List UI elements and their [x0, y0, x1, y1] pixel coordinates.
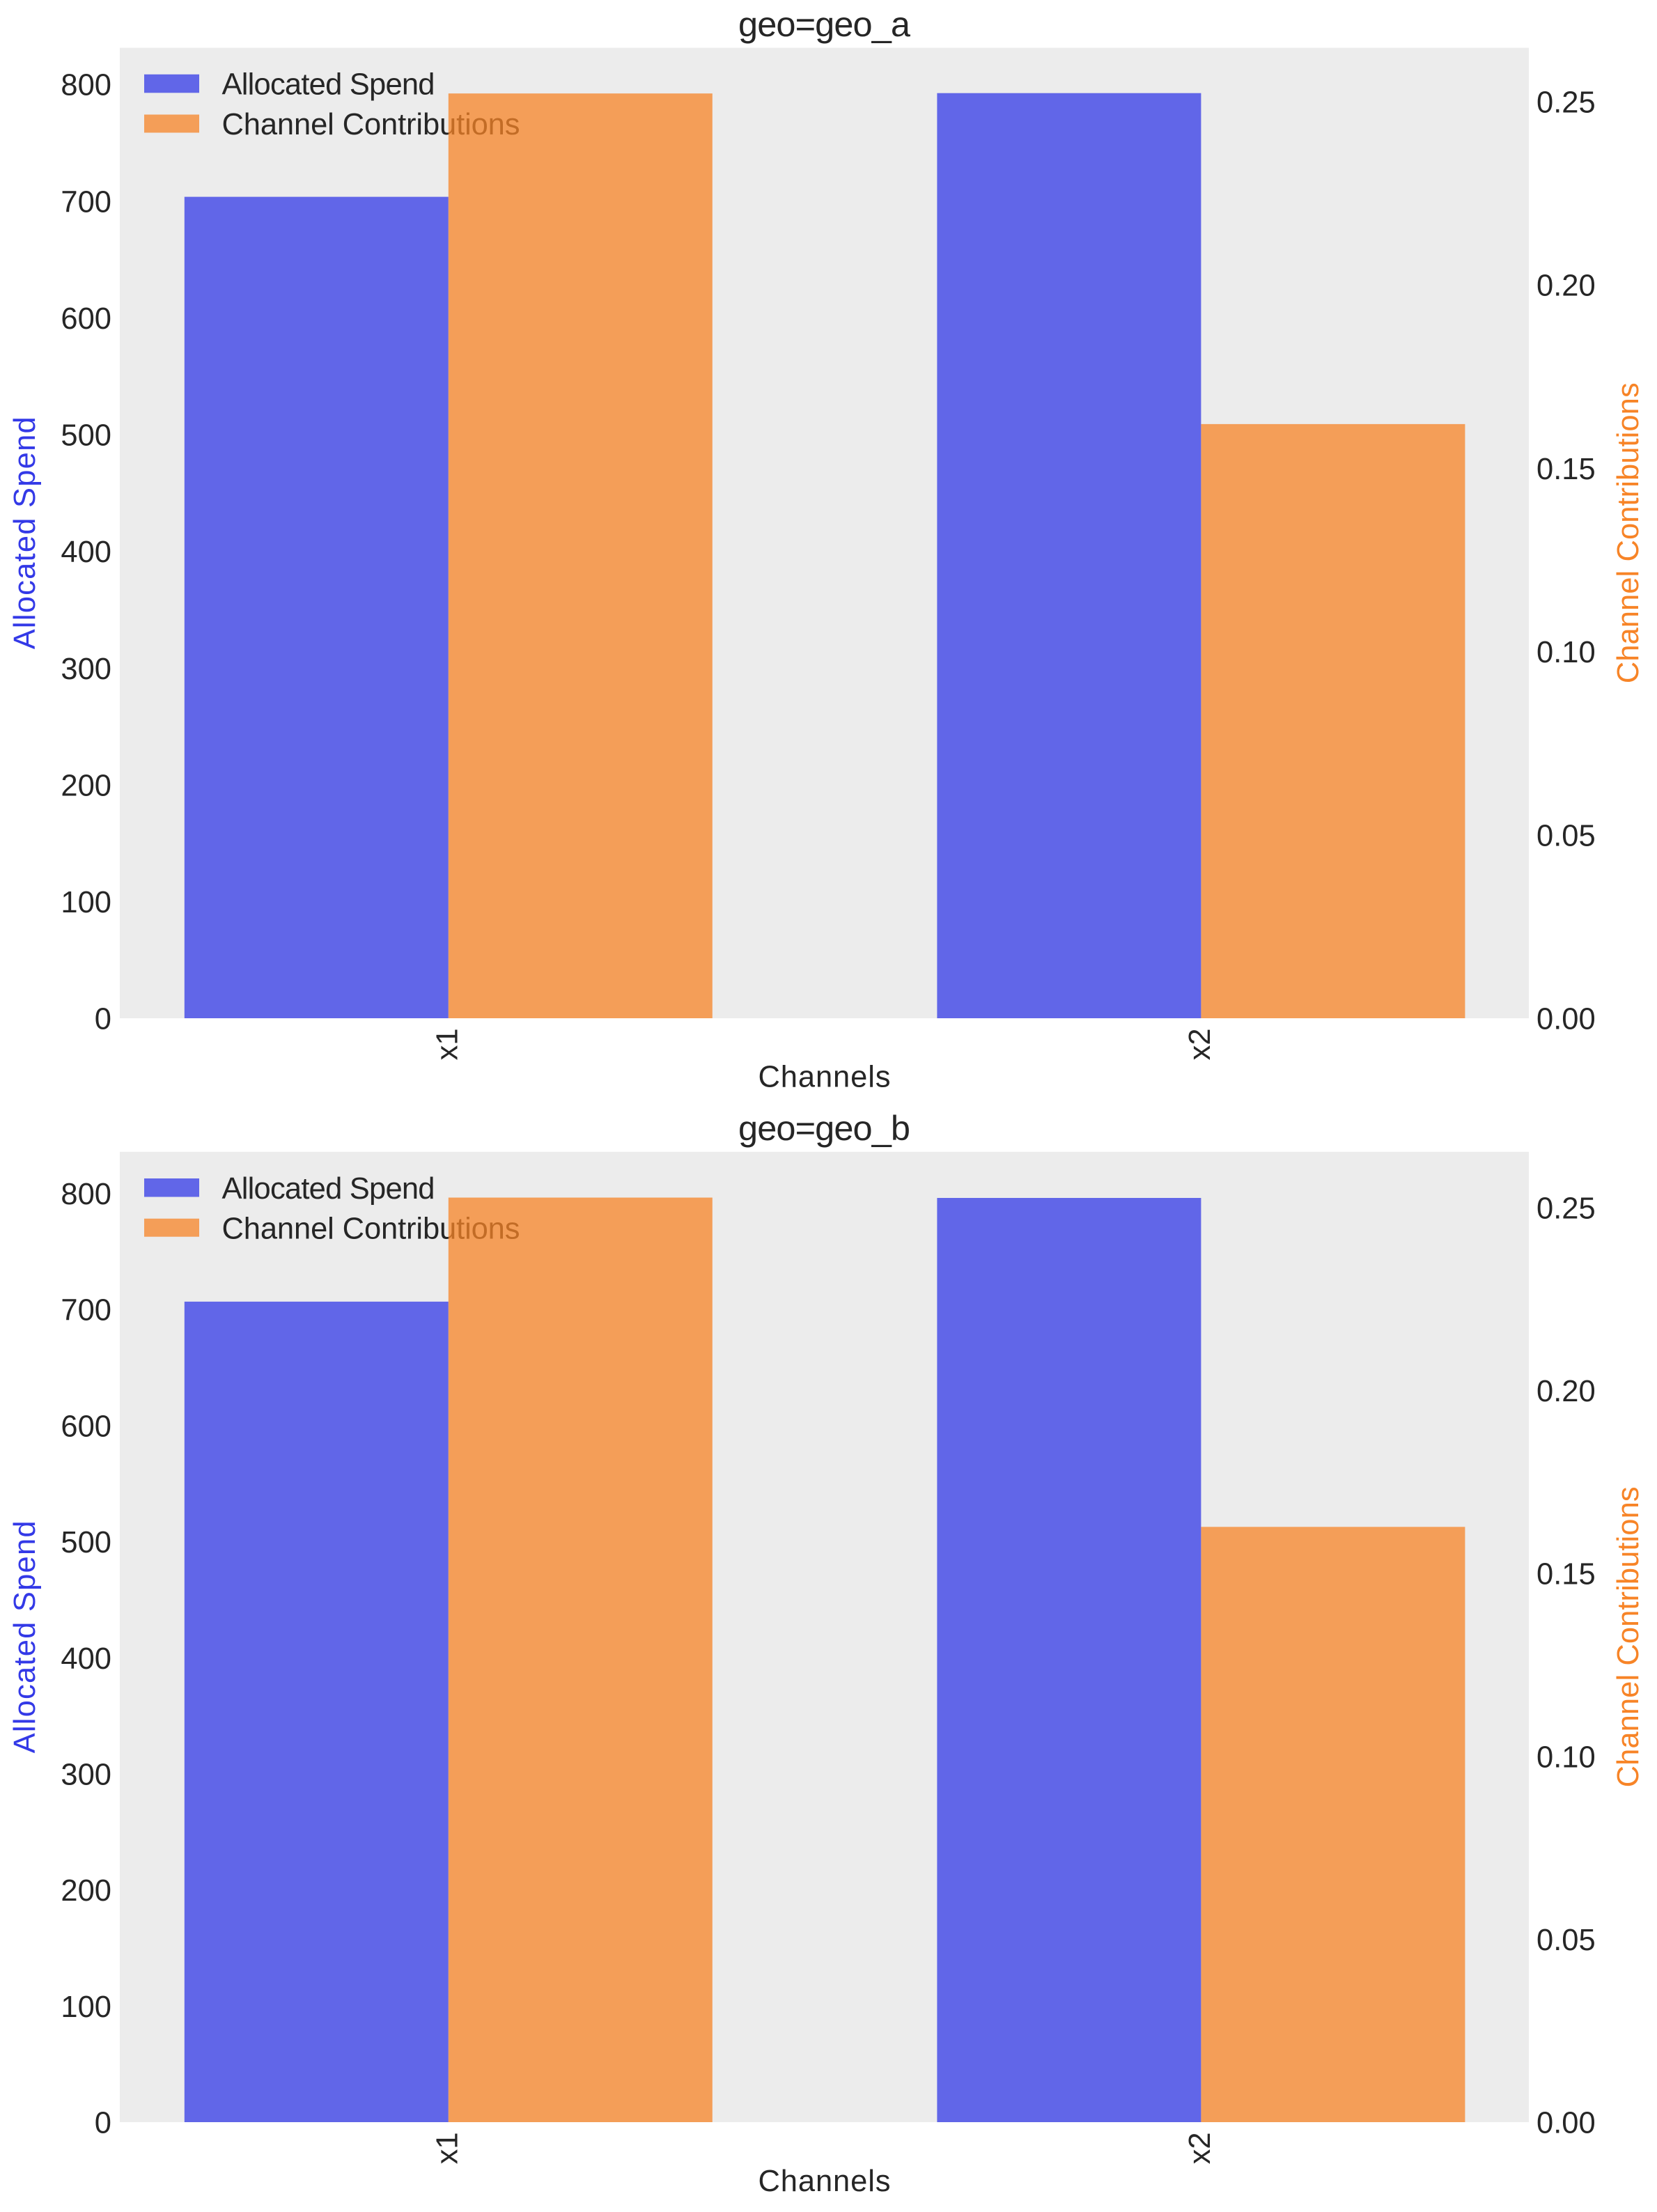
svg-text:400: 400: [61, 1642, 111, 1676]
svg-text:Channels: Channels: [759, 2165, 891, 2198]
svg-text:600: 600: [61, 302, 111, 336]
svg-text:200: 200: [61, 1874, 111, 1908]
svg-text:Channels: Channels: [759, 1061, 891, 1094]
svg-text:0.00: 0.00: [1537, 1003, 1596, 1036]
svg-text:geo=geo_b: geo=geo_b: [738, 1108, 910, 1148]
svg-text:800: 800: [61, 1178, 111, 1211]
svg-text:Allocated Spend: Allocated Spend: [222, 1172, 435, 1206]
svg-text:x1: x1: [430, 1028, 464, 1060]
svg-text:x2: x2: [1183, 1028, 1217, 1060]
svg-text:0: 0: [95, 2107, 111, 2140]
svg-text:0.00: 0.00: [1537, 2107, 1596, 2140]
svg-text:300: 300: [61, 653, 111, 686]
svg-text:0.20: 0.20: [1537, 270, 1596, 303]
svg-text:Allocated Spend: Allocated Spend: [8, 416, 42, 649]
svg-text:800: 800: [61, 69, 111, 102]
svg-text:0.25: 0.25: [1537, 86, 1596, 119]
svg-text:300: 300: [61, 1759, 111, 1792]
svg-text:0.10: 0.10: [1537, 636, 1596, 669]
svg-text:700: 700: [61, 1294, 111, 1327]
svg-text:x1: x1: [430, 2132, 464, 2164]
svg-text:500: 500: [61, 419, 111, 453]
svg-text:200: 200: [61, 769, 111, 802]
svg-text:Channel Contributions: Channel Contributions: [1612, 1486, 1645, 1787]
svg-text:0.25: 0.25: [1537, 1192, 1596, 1225]
svg-text:Allocated Spend: Allocated Spend: [222, 68, 435, 102]
svg-text:700: 700: [61, 185, 111, 219]
svg-text:0.05: 0.05: [1537, 819, 1596, 852]
svg-text:0.10: 0.10: [1537, 1740, 1596, 1774]
svg-text:600: 600: [61, 1410, 111, 1443]
svg-text:400: 400: [61, 536, 111, 569]
svg-text:0.20: 0.20: [1537, 1375, 1596, 1408]
svg-text:0.15: 0.15: [1537, 453, 1596, 486]
svg-text:geo=geo_a: geo=geo_a: [738, 4, 911, 44]
svg-text:100: 100: [61, 886, 111, 919]
svg-text:500: 500: [61, 1526, 111, 1559]
svg-text:0.15: 0.15: [1537, 1558, 1596, 1591]
svg-text:100: 100: [61, 1991, 111, 2024]
svg-text:0: 0: [95, 1003, 111, 1036]
svg-text:Channel Contributions: Channel Contributions: [1612, 382, 1645, 683]
svg-text:0.05: 0.05: [1537, 1924, 1596, 1957]
svg-text:x2: x2: [1183, 2132, 1217, 2164]
svg-text:Allocated Spend: Allocated Spend: [8, 1520, 42, 1753]
